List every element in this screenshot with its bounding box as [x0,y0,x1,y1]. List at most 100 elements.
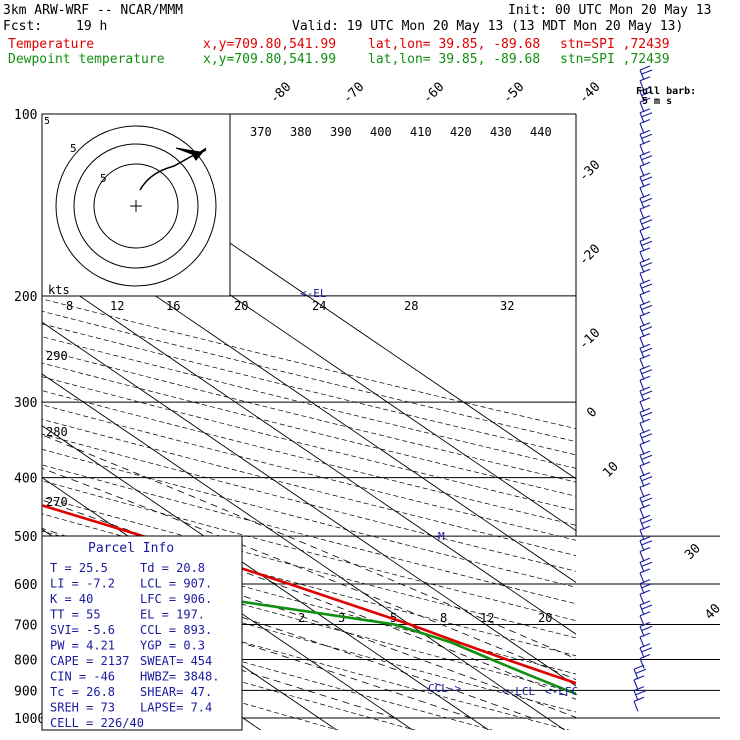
barb-staff [639,91,645,102]
barb-flag [639,589,651,595]
parcel-row-right: LFC = 906. [140,592,212,606]
barb-staff [639,647,645,659]
barb-staff [639,294,645,305]
barb-flag [641,604,653,610]
barb-flag [641,155,653,161]
barb-staff [639,465,645,477]
barb-staff [639,80,645,91]
pressure-label-400: 400 [14,472,37,487]
barb-flag [641,411,653,417]
barb-flag [639,172,651,178]
barb-flag [639,429,651,435]
dewpoint-line-point [490,658,493,661]
dry-adiabat-280 [42,585,571,730]
pressure-label-900: 900 [14,684,37,699]
parcel-row-left: SREH = 73 [50,701,115,715]
theta-label-410: 410 [410,125,432,139]
hodo-axis-12: 12 [110,299,124,313]
parcel-row-right: HWBZ= 3848. [140,670,219,684]
theta-label-440: 440 [530,125,552,139]
hodograph-ring-label-3: 5 [100,172,107,185]
dry-adiabat-340 [42,480,576,622]
temp-label-10: 10 [600,459,622,481]
barb-staff [639,487,645,498]
barb-staff [639,454,645,466]
el-marker: <-EL [300,287,327,300]
hodograph-kts-label: kts [48,283,70,297]
barb-flag [641,112,653,118]
barb-staff [639,433,645,445]
temp-label-40: 40 [702,601,724,623]
hodo-axis-32: 32 [500,299,514,313]
barb-flag [639,118,651,125]
temp-label--70: -70 [340,80,367,107]
theta-left-label-270: 270 [46,495,68,509]
barb-staff [639,390,645,402]
barb-flag [639,546,651,553]
temperature-line-point [633,704,635,706]
barb-flag [639,332,651,339]
barb-flag [639,76,651,82]
barb-staff [639,540,645,552]
barb-staff [639,561,645,573]
ccl-marker: CCL-> [428,682,461,695]
barb-staff [639,187,645,198]
temperature-line-point [288,583,291,585]
barb-flag [641,454,653,460]
pressure-label-600: 600 [14,578,37,593]
temp-label--20: -20 [576,242,603,269]
barb-flag [639,290,651,296]
barb-flag [639,621,651,627]
mixing-ratio-2: 2 [298,611,305,625]
parcel-row-right: SWEAT= 454 [140,654,212,668]
barb-flag [639,568,651,574]
barb-staff [639,401,645,412]
barb-staff [639,315,645,327]
barb-flag [641,262,653,268]
barb-flag [633,675,645,681]
barb-flag [641,347,653,353]
valid-time: Valid: 19 UTC Mon 20 May 13 (13 MDT Mon … [292,19,684,34]
barb-staff [639,326,645,338]
barb-staff [633,701,639,712]
barb-flag [639,557,651,563]
barb-flag [639,236,651,242]
barb-staff [633,679,639,691]
parcel-info-title: Parcel Info [88,541,174,556]
barb-flag [641,497,653,503]
barb-staff [639,166,645,177]
forecast-label: Fcst: [3,19,43,34]
barb-staff [639,529,645,541]
barb-staff [639,615,645,626]
barb-staff [639,337,645,348]
dewpoint-line-point [566,689,568,692]
parcel-row-right: LCL = 907. [140,577,212,591]
temp-label--80: -80 [267,80,294,107]
barb-flag [639,108,651,114]
barb-flag [639,386,651,392]
barb-staff [633,690,639,701]
parcel-row-right: CCL = 893. [140,623,212,637]
barb-staff [639,508,645,519]
theta-label-380: 380 [290,125,312,139]
barb-flag [635,668,647,674]
barb-legend: Full barb: 5 m s [636,86,696,107]
barb-staff [639,358,645,370]
theta-left-label-290: 290 [46,349,68,363]
barb-staff [639,219,645,231]
pressure-label-800: 800 [14,653,37,668]
hodograph: 5 5 5 kts [41,113,231,297]
pressure-label-1000: 1000 [14,712,45,727]
hodograph-ring-inner [93,163,179,249]
barb-flag [641,176,653,182]
hodograph-ring-middle [73,143,199,269]
barb-staff [639,176,645,188]
barb-flag [639,482,651,488]
barb-flag [641,304,653,310]
barb-flag [639,514,651,520]
barb-staff [639,101,645,113]
barb-flag [633,686,645,692]
barb-staff [639,69,645,81]
parcel-row-left: CIN = -46 [50,670,115,684]
barb-flag [639,536,651,542]
